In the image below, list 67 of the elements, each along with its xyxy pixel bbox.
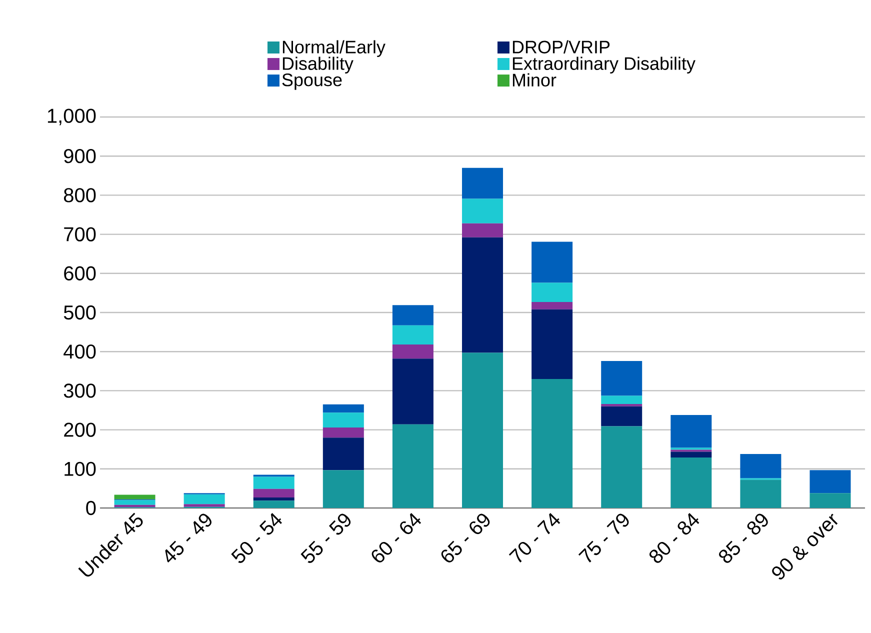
legend-label: Normal/Early <box>282 40 386 58</box>
y-tick-label: 200 <box>64 422 96 437</box>
bar <box>253 488 294 498</box>
bar <box>532 378 573 508</box>
bar <box>462 237 504 353</box>
x-tick-label: 85 - 89 <box>719 514 768 563</box>
legend-label: Spouse <box>282 74 342 90</box>
bar <box>532 302 573 310</box>
bar <box>322 412 364 428</box>
bar <box>392 358 434 424</box>
bar <box>392 424 434 508</box>
y-tick-label: 1,000 <box>48 108 96 126</box>
bar <box>462 168 504 199</box>
bar <box>392 305 434 326</box>
y-tick-label: 500 <box>64 305 96 320</box>
bar <box>532 309 573 379</box>
bar <box>114 500 156 505</box>
x-tick-label: 65 - 69 <box>441 514 490 562</box>
bar <box>322 404 364 413</box>
bar <box>601 396 642 404</box>
bar <box>392 325 434 345</box>
y-tick-label: 0 <box>86 500 96 516</box>
bar <box>670 458 712 508</box>
bar <box>322 438 364 470</box>
legend-label: Extraordinary Disability <box>512 56 696 74</box>
bar <box>184 504 225 507</box>
y-tick-label: 400 <box>64 344 96 359</box>
bar <box>670 414 712 448</box>
bar <box>322 470 364 508</box>
y-tick-label: 600 <box>64 266 96 280</box>
x-tick-label: 90 & over <box>772 514 838 580</box>
bar <box>532 282 573 302</box>
y-tick-label: 100 <box>64 462 96 476</box>
x-tick-label: 60 - 64 <box>372 513 422 562</box>
bar <box>253 476 294 489</box>
bar <box>601 426 642 508</box>
legend-label: Minor <box>512 73 556 86</box>
bar <box>601 406 642 426</box>
x-tick-label: 70 - 74 <box>508 513 560 562</box>
bar <box>462 198 504 224</box>
x-tick-label: 50 - 54 <box>231 513 282 563</box>
bar <box>601 404 642 406</box>
y-tick-label: 800 <box>64 188 96 202</box>
x-tick-label: 45 - 49 <box>165 514 212 562</box>
legend-label: DROP/VRIP <box>512 40 610 54</box>
y-tick-label: 900 <box>64 149 96 164</box>
y-tick-label: 700 <box>64 227 96 242</box>
bar <box>740 454 782 478</box>
bar <box>462 223 504 238</box>
bar <box>253 497 294 501</box>
bar <box>810 470 851 494</box>
bar <box>114 494 156 500</box>
bar <box>740 480 782 508</box>
bar <box>462 352 504 508</box>
bar <box>392 344 434 359</box>
bar <box>810 493 851 508</box>
x-tick-label: 55 - 59 <box>300 514 351 563</box>
bar <box>601 360 642 396</box>
bar <box>184 494 225 504</box>
legend-label: Disability <box>282 56 354 74</box>
bar <box>532 242 573 283</box>
bar <box>322 427 364 438</box>
bar <box>253 500 294 508</box>
y-tick-label: 300 <box>64 384 96 398</box>
x-tick-label: 75 - 79 <box>578 514 629 562</box>
x-tick-label: 80 - 84 <box>649 513 700 563</box>
bar <box>670 452 712 458</box>
